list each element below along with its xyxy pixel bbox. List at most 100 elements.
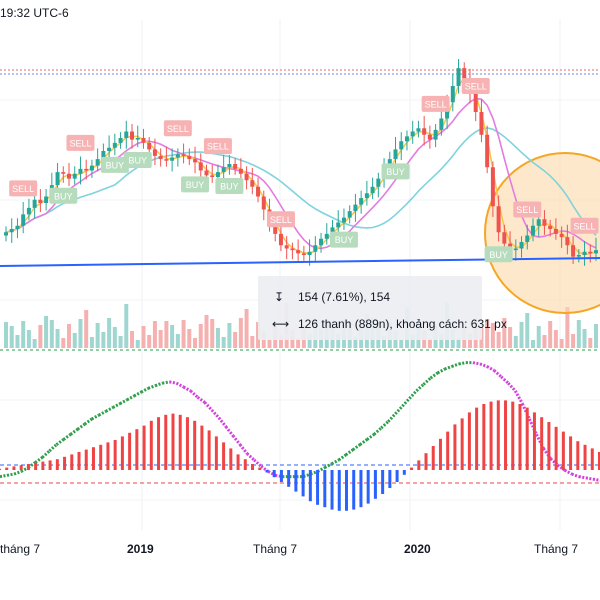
osc-line-seg-59 xyxy=(408,389,418,400)
osc-line-seg-16 xyxy=(105,406,114,413)
chart-grid xyxy=(0,20,600,530)
candle-body-53 xyxy=(307,251,312,255)
osc-hist-bar-7 xyxy=(48,460,52,470)
candle-body-93 xyxy=(536,219,541,226)
osc-hist-bar-76 xyxy=(547,422,551,470)
candle-body-58 xyxy=(336,222,341,228)
osc-hist-bar-73 xyxy=(525,407,529,470)
osc-line-seg-32 xyxy=(217,416,228,428)
volume-bar-6 xyxy=(38,325,43,348)
osc-line-seg-64 xyxy=(444,365,453,371)
volume-bar-0 xyxy=(4,322,8,348)
sell-label-bg-82 xyxy=(461,78,490,94)
candle-body-4 xyxy=(26,207,31,215)
candle-body-65 xyxy=(376,178,381,187)
sell-label-bg-3 xyxy=(9,180,38,197)
osc-line-seg-24 xyxy=(162,380,170,385)
candle-body-69 xyxy=(399,141,404,150)
osc-line-seg-31 xyxy=(210,409,220,419)
osc-hist-bar-77 xyxy=(554,426,558,470)
volume-bar-38 xyxy=(221,337,226,348)
osc-line-seg-2 xyxy=(6,472,15,477)
buy-label-bg-10 xyxy=(49,187,78,204)
candle-body-35 xyxy=(204,170,209,176)
candle-body-98 xyxy=(565,237,570,246)
volume-bar-100 xyxy=(576,320,581,348)
sell-label-91: SELL xyxy=(516,205,538,215)
osc-hist-bar-60 xyxy=(431,446,435,470)
osc-hist-bar-17 xyxy=(120,436,124,470)
volume-bar-25 xyxy=(147,335,152,348)
volume-bar-91 xyxy=(525,313,530,348)
osc-hist-bar-32 xyxy=(229,448,233,470)
osc-hist-bar-70 xyxy=(504,400,508,470)
osc-hist-bar-49 xyxy=(352,470,356,510)
buy-label-59: BUY xyxy=(335,235,354,245)
volume-bar-30 xyxy=(175,334,180,348)
osc-hist-bar-41 xyxy=(294,470,298,492)
osc-line-seg-63 xyxy=(436,367,446,375)
volume-bar-84 xyxy=(485,319,490,348)
x-label-2019: 2019 xyxy=(127,542,154,556)
volume-bar-31 xyxy=(181,320,186,348)
volume-bar-87 xyxy=(502,318,507,348)
buy-label-bg-33 xyxy=(181,176,210,193)
osc-hist-bar-53 xyxy=(381,470,385,494)
osc-line-seg-19 xyxy=(126,394,135,402)
candle-body-51 xyxy=(296,250,301,254)
osc-line-seg-62 xyxy=(429,371,439,380)
measure-tooltip: ↧ 154 (7.61%), 154 ⟷ 126 thanh (889n), k… xyxy=(258,276,507,340)
candle-body-21 xyxy=(124,131,129,138)
osc-hist-bar-55 xyxy=(395,470,399,482)
candle-body-11 xyxy=(67,173,72,179)
candle-body-62 xyxy=(359,198,364,205)
osc-line-seg-84 xyxy=(585,476,594,481)
osc-hist-bar-24 xyxy=(171,413,175,470)
osc-line-seg-15 xyxy=(98,410,107,417)
candle-body-80 xyxy=(462,68,467,80)
candle-body-17 xyxy=(101,151,106,160)
osc-hist-bar-0 xyxy=(0,468,1,470)
osc-line-seg-36 xyxy=(246,452,256,462)
osc-line-seg-35 xyxy=(238,443,249,455)
osc-hist-bar-57 xyxy=(410,467,414,470)
volume-bar-51 xyxy=(296,339,301,348)
candle-body-86 xyxy=(496,206,501,233)
osc-hist-bar-10 xyxy=(70,454,74,470)
osc-hist-bar-38 xyxy=(272,470,276,478)
volume-bar-17 xyxy=(101,332,106,348)
osc-hist-bar-54 xyxy=(388,470,392,488)
buy-label-19: BUY xyxy=(106,160,125,170)
osc-hist-bar-51 xyxy=(366,470,370,504)
buy-label-bg-23 xyxy=(123,152,152,168)
sell-label-bg-91 xyxy=(513,201,542,218)
osc-hist-bar-15 xyxy=(106,442,110,470)
osc-hist-bar-8 xyxy=(55,459,59,470)
volume-bar-18 xyxy=(107,318,112,348)
volume-bar-19 xyxy=(112,327,117,348)
volume-bar-7 xyxy=(44,316,49,348)
volume-bar-85 xyxy=(490,323,495,348)
osc-hist-bar-75 xyxy=(540,417,544,470)
sell-label-75: SELL xyxy=(425,99,447,109)
osc-hist-bar-6 xyxy=(41,461,45,470)
buy-label-39: BUY xyxy=(220,182,239,192)
osc-line-seg-65 xyxy=(451,362,460,368)
candle-body-23 xyxy=(135,138,140,140)
volume-bar-93 xyxy=(536,326,541,348)
candle-body-73 xyxy=(422,128,427,135)
volume-bar-11 xyxy=(67,324,72,348)
osc-hist-bar-3 xyxy=(19,465,23,470)
volume-bar-24 xyxy=(141,326,146,348)
measure-price-text: 154 (7.61%), 154 xyxy=(298,290,391,304)
buy-label-10: BUY xyxy=(54,191,73,201)
osc-hist-bar-30 xyxy=(214,436,218,470)
volume-bar-98 xyxy=(565,307,570,348)
volume-bar-95 xyxy=(548,321,553,348)
candle-body-33 xyxy=(193,159,198,163)
sell-label-101: SELL xyxy=(574,221,596,231)
volume-bar-90 xyxy=(519,322,524,348)
volume-bar-88 xyxy=(508,327,513,348)
osc-line-seg-1 xyxy=(0,473,8,479)
